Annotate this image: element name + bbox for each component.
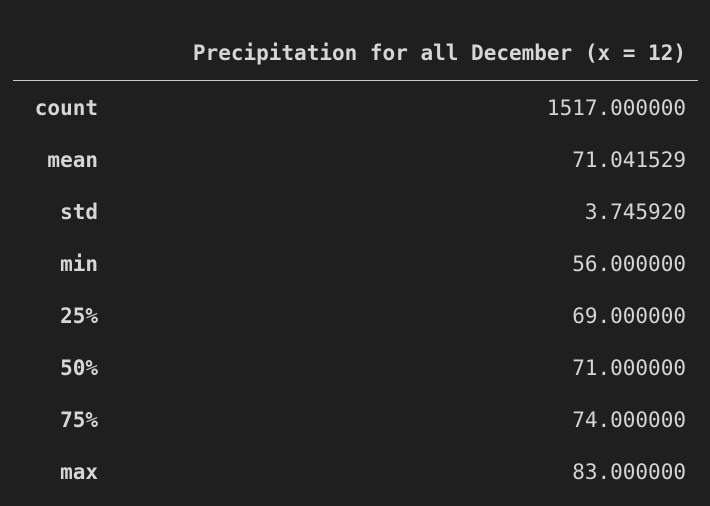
row-label-max: max [60, 460, 98, 484]
row-label-mean: mean [47, 148, 98, 172]
row-label-75: 75% [60, 408, 98, 432]
row-value-max: 83.000000 [572, 460, 686, 484]
table-row: std 3.745920 [0, 195, 710, 229]
row-value-min: 56.000000 [572, 252, 686, 276]
row-label-50: 50% [60, 356, 98, 380]
row-value-mean: 71.041529 [572, 148, 686, 172]
table-row: min 56.000000 [0, 247, 710, 281]
row-value-std: 3.745920 [584, 200, 686, 224]
row-label-min: min [60, 252, 98, 276]
table-row: mean 71.041529 [0, 143, 710, 177]
table-row: max 83.000000 [0, 455, 710, 489]
row-value-75: 74.000000 [572, 408, 686, 432]
header-divider [13, 80, 698, 81]
table-row: 75% 74.000000 [0, 403, 710, 437]
row-value-25: 69.000000 [572, 304, 686, 328]
row-label-std: std [60, 200, 98, 224]
table-row: 50% 71.000000 [0, 351, 710, 385]
row-label-25: 25% [60, 304, 98, 328]
row-value-50: 71.000000 [572, 356, 686, 380]
table-row: 25% 69.000000 [0, 299, 710, 333]
table-row: count 1517.000000 [0, 91, 710, 125]
column-header: Precipitation for all December (x = 12) [192, 41, 686, 65]
row-value-count: 1517.000000 [546, 96, 686, 120]
row-label-count: count [34, 96, 98, 120]
